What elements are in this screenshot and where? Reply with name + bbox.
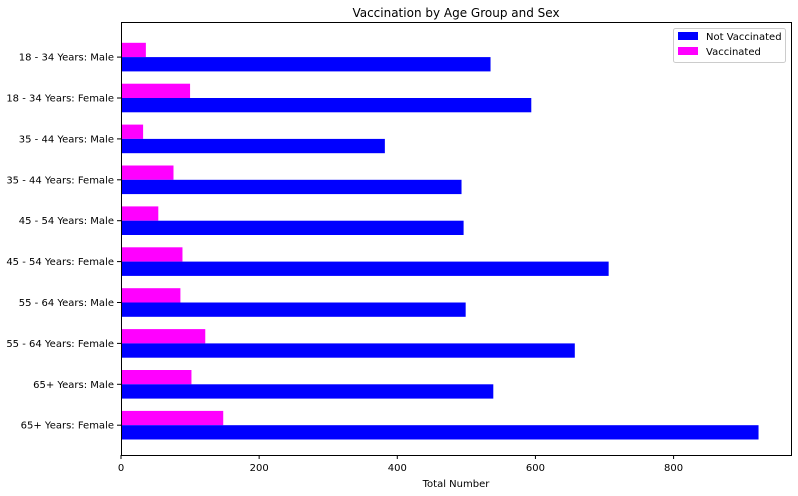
legend-label-vaccinated: Vaccinated bbox=[706, 47, 761, 58]
bar-vaccinated-18-34-years-female bbox=[121, 83, 191, 98]
y-tick-label: 35 - 44 Years: Male bbox=[19, 134, 114, 145]
bar-not-vaccinated-35-44-years-female bbox=[121, 179, 462, 195]
bar-vaccinated-55-64-years-male bbox=[121, 288, 181, 303]
bar-not-vaccinated-65-years-female bbox=[121, 425, 759, 440]
bar-vaccinated-18-34-years-male bbox=[121, 42, 146, 58]
x-tick-label: 400 bbox=[388, 463, 407, 474]
bar-vaccinated-45-54-years-female bbox=[121, 247, 183, 262]
y-tick-label: 45 - 54 Years: Female bbox=[6, 257, 114, 268]
bar-vaccinated-35-44-years-male bbox=[121, 124, 144, 139]
legend-swatch-vaccinated bbox=[678, 47, 698, 55]
plot-frame bbox=[121, 22, 792, 456]
y-tick-label: 45 - 54 Years: Male bbox=[19, 216, 114, 227]
x-tick-label: 0 bbox=[118, 463, 124, 474]
bar-vaccinated-55-64-years-female bbox=[121, 329, 206, 344]
bar-not-vaccinated-55-64-years-female bbox=[121, 343, 575, 358]
bars-group bbox=[121, 42, 759, 440]
bar-vaccinated-45-54-years-male bbox=[121, 206, 159, 221]
chart-title: Vaccination by Age Group and Sex bbox=[352, 6, 559, 20]
y-tick-label: 55 - 64 Years: Female bbox=[6, 339, 114, 350]
y-tick-label: 18 - 34 Years: Female bbox=[6, 94, 114, 105]
y-tick-label: 35 - 44 Years: Female bbox=[6, 175, 114, 186]
bar-vaccinated-35-44-years-female bbox=[121, 165, 174, 180]
bar-not-vaccinated-35-44-years-male bbox=[121, 138, 385, 154]
legend-label-not-vaccinated: Not Vaccinated bbox=[706, 32, 782, 43]
bar-not-vaccinated-18-34-years-female bbox=[121, 98, 532, 113]
bar-not-vaccinated-45-54-years-male bbox=[121, 220, 464, 235]
legend: Not Vaccinated Vaccinated bbox=[673, 28, 786, 63]
x-axis-label: Total Number bbox=[422, 479, 491, 490]
bar-vaccinated-65-years-male bbox=[121, 370, 192, 385]
y-tick-label: 55 - 64 Years: Male bbox=[19, 298, 114, 309]
bar-not-vaccinated-65-years-male bbox=[121, 384, 494, 399]
y-tick-label: 65+ Years: Male bbox=[33, 380, 114, 391]
y-tick-group: 18 - 34 Years: Male 18 - 34 Years: Female… bbox=[6, 53, 121, 432]
y-tick-label: 18 - 34 Years: Male bbox=[19, 53, 114, 64]
x-tick-label: 200 bbox=[250, 463, 269, 474]
legend-frame bbox=[673, 28, 786, 63]
x-tick-label: 800 bbox=[664, 463, 683, 474]
bar-not-vaccinated-55-64-years-male bbox=[121, 302, 466, 317]
x-tick-label: 600 bbox=[526, 463, 545, 474]
bar-not-vaccinated-45-54-years-female bbox=[121, 261, 609, 276]
bar-not-vaccinated-18-34-years-male bbox=[121, 57, 491, 72]
bar-vaccinated-65-years-female bbox=[121, 410, 224, 426]
legend-swatch-not-vaccinated bbox=[678, 32, 698, 40]
y-tick-label: 65+ Years: Female bbox=[21, 421, 114, 432]
